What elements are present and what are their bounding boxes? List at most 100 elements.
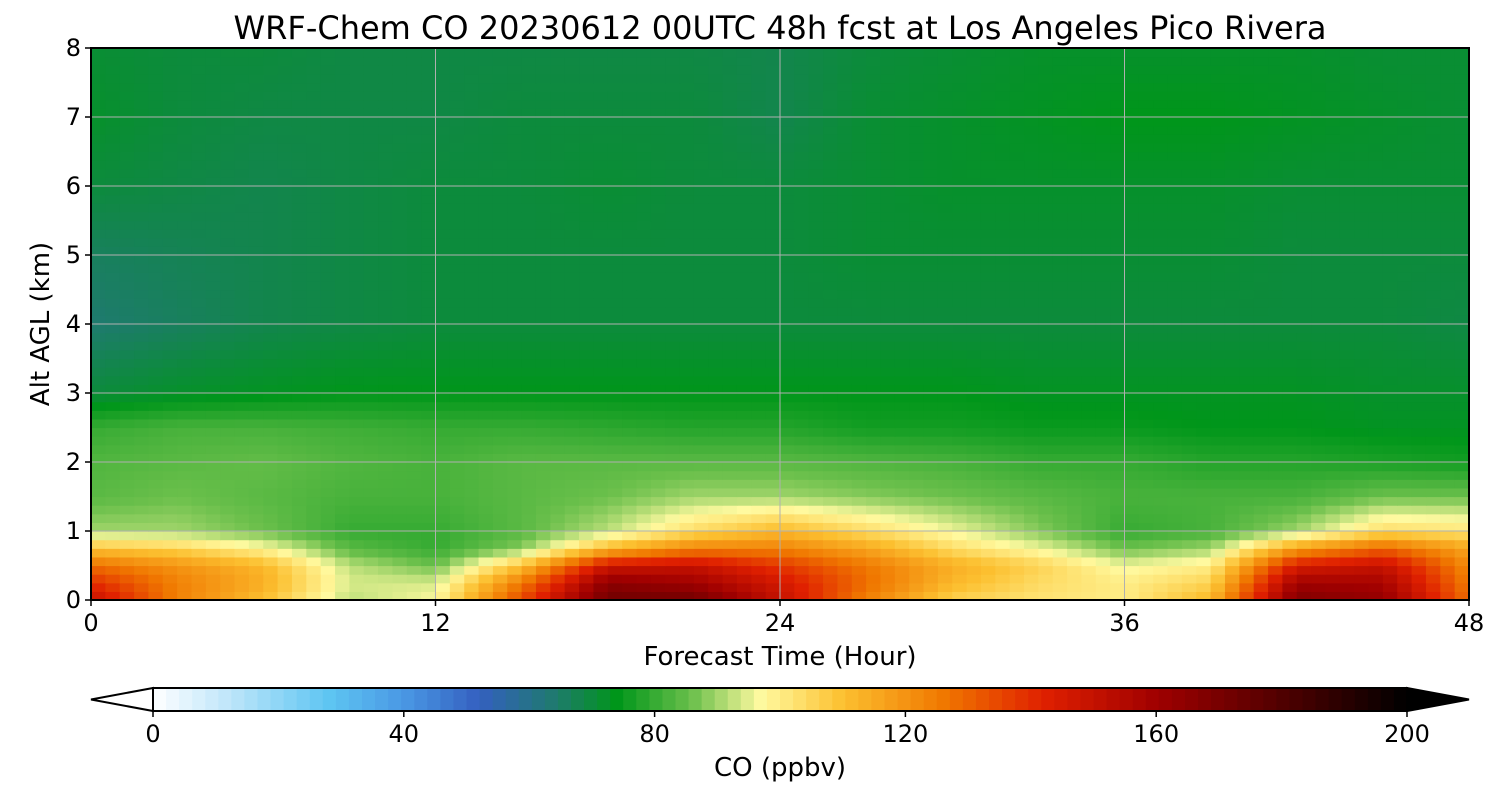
field-cell xyxy=(205,246,221,256)
field-cell xyxy=(1440,203,1456,213)
field-cell xyxy=(1368,237,1384,247)
field-cell xyxy=(1325,462,1341,472)
field-cell xyxy=(119,505,135,515)
field-cell xyxy=(1311,548,1327,558)
field-cell xyxy=(995,401,1011,411)
field-cell xyxy=(521,401,537,411)
field-cell xyxy=(1311,556,1327,567)
field-cell xyxy=(205,160,221,170)
field-cell xyxy=(1224,401,1240,411)
field-cell xyxy=(306,531,322,541)
field-cell xyxy=(205,272,221,282)
field-cell xyxy=(894,427,910,437)
field-cell xyxy=(564,453,580,463)
field-cell xyxy=(263,401,279,411)
field-cell xyxy=(550,211,566,222)
field-cell xyxy=(492,427,508,437)
field-cell xyxy=(507,479,523,489)
field-cell xyxy=(277,367,293,377)
field-cell xyxy=(909,436,925,446)
field-cell xyxy=(277,384,293,394)
field-cell xyxy=(794,255,810,265)
field-cell xyxy=(306,393,322,403)
field-cell xyxy=(736,280,752,291)
field-cell xyxy=(1253,462,1269,472)
field-cell xyxy=(406,255,422,265)
field-cell xyxy=(1153,246,1169,256)
field-cell xyxy=(751,211,767,222)
field-cell xyxy=(1397,556,1413,567)
field-cell xyxy=(995,462,1011,472)
field-cell xyxy=(464,453,480,463)
field-cell xyxy=(1081,194,1097,204)
field-cell xyxy=(1325,237,1341,247)
field-cell xyxy=(363,211,379,222)
field-cell xyxy=(220,436,236,446)
field-cell xyxy=(406,401,422,411)
field-cell xyxy=(607,505,623,515)
field-cell xyxy=(1153,280,1169,291)
field-cell xyxy=(464,591,480,601)
field-cell xyxy=(1239,496,1255,506)
field-cell xyxy=(736,341,752,351)
field-cell xyxy=(220,358,236,368)
field-cell xyxy=(234,263,250,273)
field-cell xyxy=(1138,531,1154,541)
field-cell xyxy=(349,513,365,523)
field-cell xyxy=(1311,151,1327,161)
field-cell xyxy=(880,177,896,187)
field-cell xyxy=(1124,548,1140,558)
field-cell xyxy=(1268,410,1283,420)
field-cell xyxy=(765,289,781,299)
field-cell xyxy=(1425,367,1441,377)
field-cell xyxy=(492,263,508,273)
field-cell xyxy=(492,255,508,265)
field-cell xyxy=(277,505,293,515)
field-cell xyxy=(765,272,781,282)
field-cell xyxy=(851,531,867,541)
field-cell xyxy=(636,272,652,282)
field-cell xyxy=(966,582,982,592)
field-cell xyxy=(909,556,925,567)
field-cell xyxy=(91,194,106,204)
field-cell xyxy=(148,418,164,429)
field-cell xyxy=(736,444,752,454)
field-cell xyxy=(851,427,867,437)
field-cell xyxy=(392,289,408,299)
field-cell xyxy=(1354,367,1370,377)
field-cell xyxy=(134,332,150,342)
field-cell xyxy=(722,168,738,178)
field-cell xyxy=(1038,332,1054,342)
field-cell xyxy=(363,298,379,308)
field-cell xyxy=(708,194,724,204)
field-cell xyxy=(1397,298,1413,308)
field-cell xyxy=(521,263,537,273)
field-cell xyxy=(119,393,135,403)
field-cell xyxy=(1153,160,1169,170)
field-cell xyxy=(435,574,451,584)
field-cell xyxy=(909,168,925,178)
field-cell xyxy=(794,393,810,403)
field-cell xyxy=(421,427,437,437)
field-cell xyxy=(851,220,867,230)
field-cell xyxy=(937,375,953,385)
field-cell xyxy=(1339,539,1355,549)
field-cell xyxy=(1325,160,1341,170)
field-cell xyxy=(1282,401,1298,411)
field-cell xyxy=(1382,410,1398,420)
field-cell xyxy=(579,591,594,601)
field-cell xyxy=(736,513,752,523)
field-cell xyxy=(952,453,968,463)
field-cell xyxy=(966,315,982,325)
field-cell xyxy=(808,194,824,204)
field-cell xyxy=(708,418,724,429)
field-cell xyxy=(435,220,451,230)
field-cell xyxy=(1038,177,1054,187)
field-cell xyxy=(378,375,394,385)
field-cell xyxy=(1138,505,1154,515)
field-cell xyxy=(263,462,279,472)
field-cell xyxy=(507,513,523,523)
field-cell xyxy=(177,410,193,420)
field-cell xyxy=(248,453,264,463)
field-cell xyxy=(1052,505,1068,515)
